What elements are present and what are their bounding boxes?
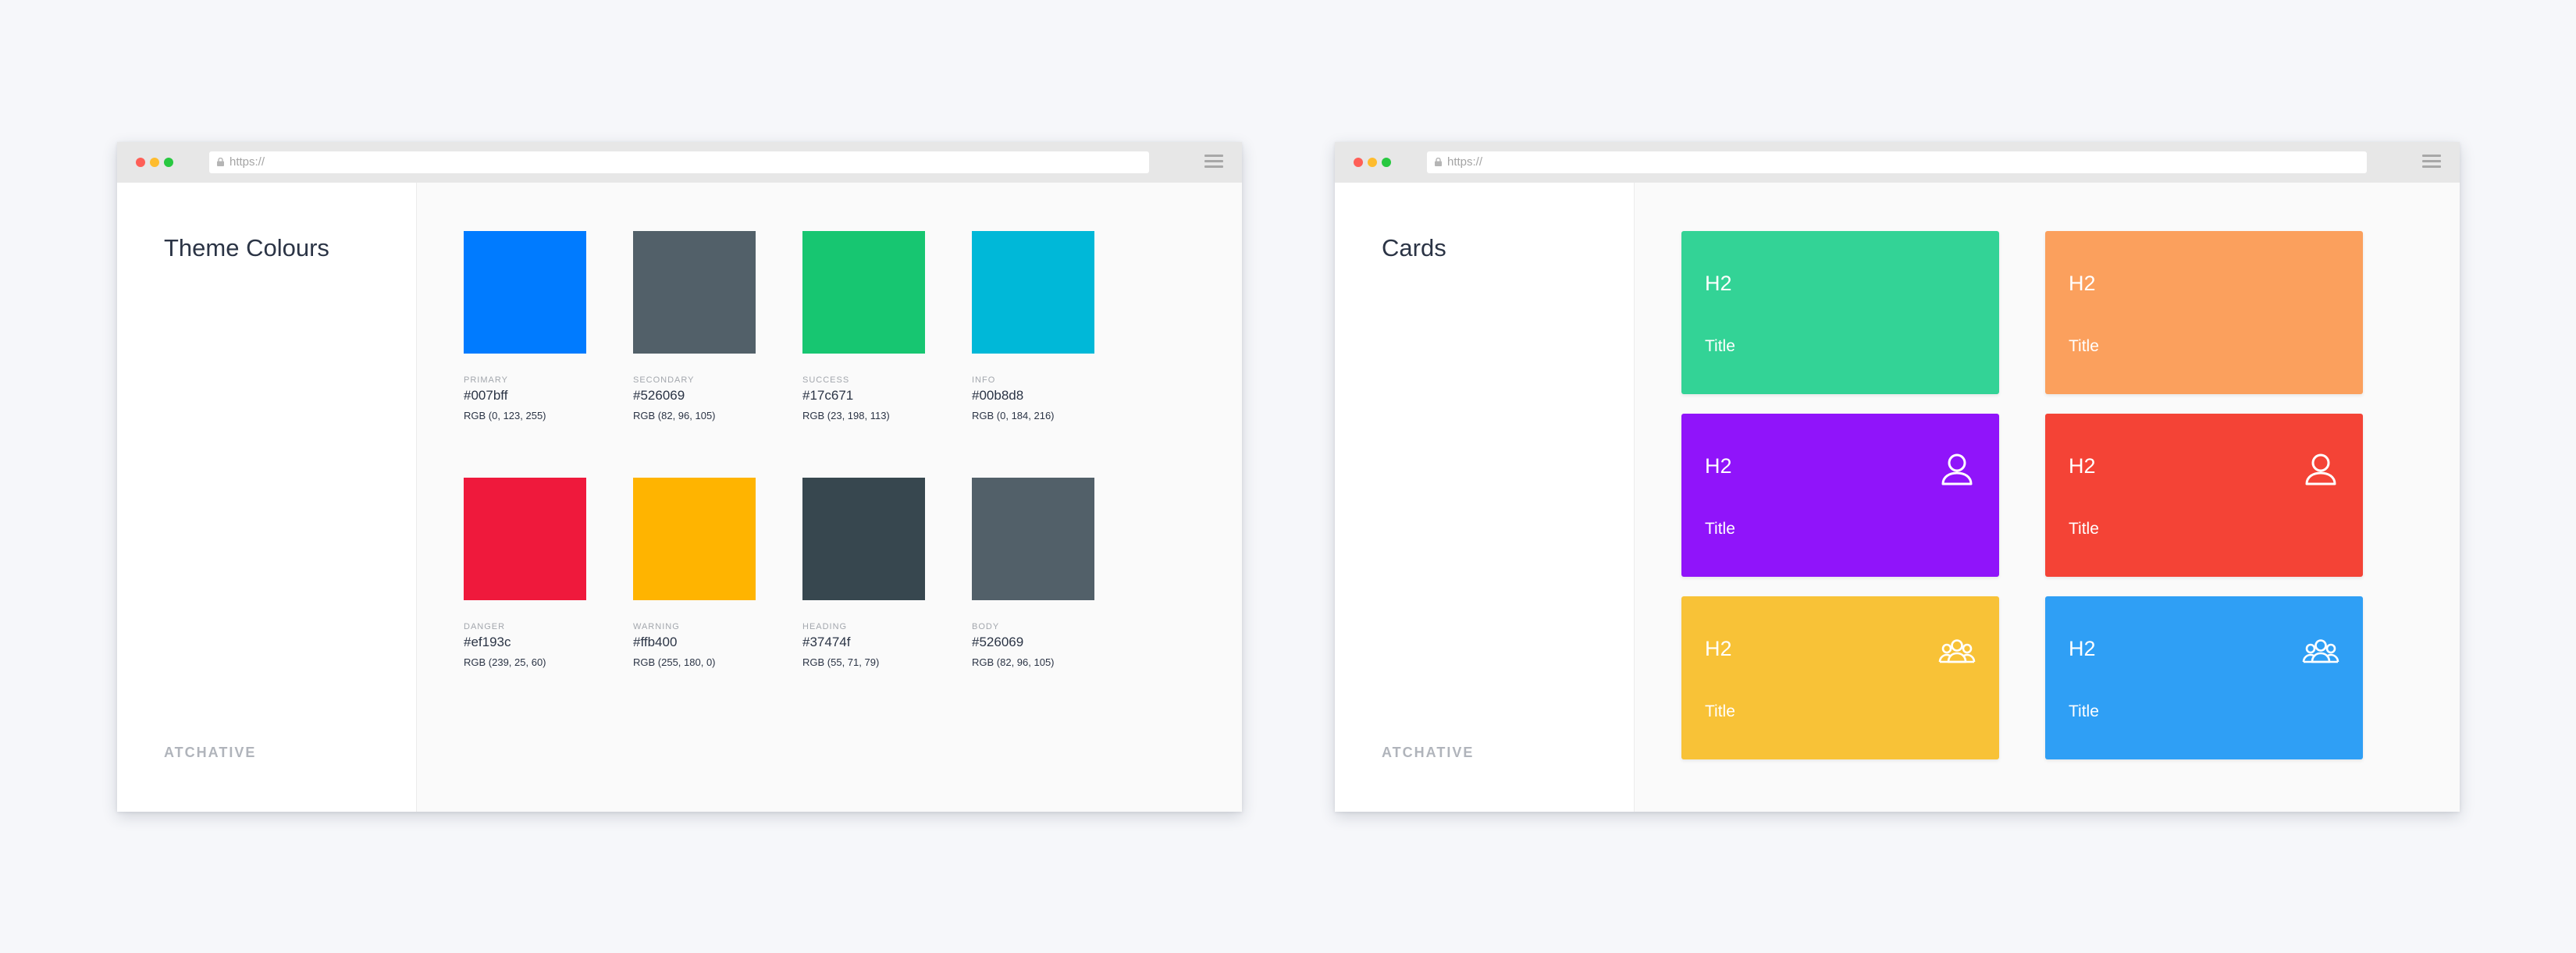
swatch-rgb: RGB (82, 96, 105) <box>972 656 1055 668</box>
card-grid: H2 Title H2 Title H2 Title H2 Title H2 T… <box>1635 183 2460 812</box>
swatch-body: BODY #526069 RGB (82, 96, 105) <box>972 478 1097 668</box>
close-window-button[interactable] <box>1354 158 1363 167</box>
swatch-label: HEADING <box>802 622 848 631</box>
card-heading: H2 <box>2069 272 2096 295</box>
hamburger-menu-icon[interactable] <box>1204 155 1223 169</box>
swatch-secondary: SECONDARY #526069 RGB (82, 96, 105) <box>633 231 758 421</box>
color-swatch <box>972 478 1094 600</box>
color-swatch <box>802 478 925 600</box>
color-swatch <box>633 231 756 354</box>
card-title: Title <box>1705 520 1735 538</box>
address-bar[interactable]: https:// <box>1427 151 2367 173</box>
card-heading: H2 <box>1705 637 1732 660</box>
card-title: Title <box>2069 520 2099 538</box>
swatch-rgb: RGB (82, 96, 105) <box>633 410 716 421</box>
swatch-label: SECONDARY <box>633 375 695 385</box>
color-swatch <box>633 478 756 600</box>
sidebar: Theme Colours ATCHATIVE <box>117 183 417 812</box>
swatch-label: WARNING <box>633 622 680 631</box>
card-heading: H2 <box>2069 454 2096 478</box>
url-text: https:// <box>229 155 265 169</box>
minimize-window-button[interactable] <box>150 158 159 167</box>
maximize-window-button[interactable] <box>164 158 173 167</box>
swatch-rgb: RGB (55, 71, 79) <box>802 656 880 668</box>
color-swatch <box>972 231 1094 354</box>
users-group-icon <box>1938 639 1976 663</box>
user-icon <box>2305 453 2336 485</box>
browser-titlebar: https:// <box>117 142 1242 183</box>
color-swatch <box>464 231 586 354</box>
page-title: Theme Colours <box>164 234 329 261</box>
swatch-hex: #37474f <box>802 635 851 649</box>
address-bar[interactable]: https:// <box>209 151 1149 173</box>
swatch-hex: #ef193c <box>464 635 511 649</box>
card[interactable]: H2 Title <box>2045 231 2363 394</box>
swatch-rgb: RGB (23, 198, 113) <box>802 410 890 421</box>
card-title: Title <box>2069 702 2099 720</box>
card-title: Title <box>1705 702 1735 720</box>
swatch-rgb: RGB (0, 184, 216) <box>972 410 1055 421</box>
sidebar: Cards ATCHATIVE <box>1335 183 1635 812</box>
swatch-rgb: RGB (0, 123, 255) <box>464 410 546 421</box>
swatch-hex: #526069 <box>972 635 1024 649</box>
brand-label: ATCHATIVE <box>1382 745 1475 760</box>
swatch-label: BODY <box>972 622 1000 631</box>
cards-window: https:// Cards ATCHATIVE H2 Title H2 Tit… <box>1335 142 2460 812</box>
card-heading: H2 <box>1705 272 1732 295</box>
swatch-hex: #17c671 <box>802 388 854 403</box>
maximize-window-button[interactable] <box>1382 158 1391 167</box>
card-heading: H2 <box>1705 454 1732 478</box>
card[interactable]: H2 Title <box>1681 596 1999 759</box>
url-text: https:// <box>1447 155 1483 169</box>
swatch-heading: HEADING #37474f RGB (55, 71, 79) <box>802 478 927 668</box>
swatch-hex: #ffb400 <box>633 635 678 649</box>
brand-label: ATCHATIVE <box>164 745 257 760</box>
lock-icon <box>1435 158 1442 166</box>
swatch-info: INFO #00b8d8 RGB (0, 184, 216) <box>972 231 1097 421</box>
card[interactable]: H2 Title <box>1681 414 1999 577</box>
swatch-label: DANGER <box>464 622 506 631</box>
theme-colours-window: https:// Theme Colours ATCHATIVE PRIMARY… <box>117 142 1242 812</box>
browser-titlebar: https:// <box>1335 142 2460 183</box>
card-title: Title <box>1705 337 1735 355</box>
card-heading: H2 <box>2069 637 2096 660</box>
card[interactable]: H2 Title <box>2045 414 2363 577</box>
swatch-grid: PRIMARY #007bff RGB (0, 123, 255) SECOND… <box>417 183 1242 812</box>
close-window-button[interactable] <box>136 158 145 167</box>
swatch-hex: #00b8d8 <box>972 388 1024 403</box>
swatch-label: PRIMARY <box>464 375 508 385</box>
hamburger-menu-icon[interactable] <box>2422 155 2441 169</box>
lock-icon <box>217 158 224 166</box>
card-title: Title <box>2069 337 2099 355</box>
swatch-hex: #526069 <box>633 388 685 403</box>
user-icon <box>1941 453 1973 485</box>
swatch-rgb: RGB (239, 25, 60) <box>464 656 546 668</box>
swatch-warning: WARNING #ffb400 RGB (255, 180, 0) <box>633 478 758 668</box>
swatch-danger: DANGER #ef193c RGB (239, 25, 60) <box>464 478 589 668</box>
swatch-hex: #007bff <box>464 388 508 403</box>
card[interactable]: H2 Title <box>2045 596 2363 759</box>
swatch-success: SUCCESS #17c671 RGB (23, 198, 113) <box>802 231 927 421</box>
swatch-primary: PRIMARY #007bff RGB (0, 123, 255) <box>464 231 589 421</box>
swatch-label: INFO <box>972 375 996 385</box>
color-swatch <box>802 231 925 354</box>
swatch-label: SUCCESS <box>802 375 850 385</box>
card[interactable]: H2 Title <box>1681 231 1999 394</box>
minimize-window-button[interactable] <box>1368 158 1377 167</box>
users-group-icon <box>2302 639 2339 663</box>
page-title: Cards <box>1382 234 1446 261</box>
color-swatch <box>464 478 586 600</box>
swatch-rgb: RGB (255, 180, 0) <box>633 656 716 668</box>
